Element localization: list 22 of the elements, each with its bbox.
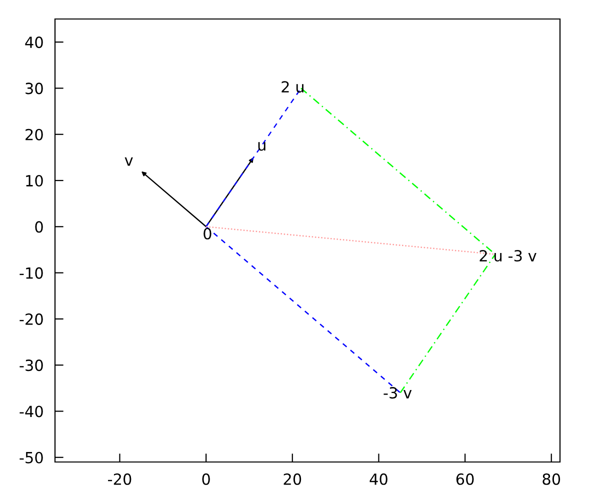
annotation: u (258, 142, 266, 151)
x-tick-label: 80 (542, 473, 560, 485)
annotation: 0 (204, 228, 212, 240)
y-tick-label: -20 (20, 313, 43, 325)
y-tick-label: 0 (35, 221, 43, 233)
annotation: v (124, 157, 133, 166)
y-tick-label: 30 (26, 82, 43, 94)
x-tick-label: 20 (284, 473, 302, 485)
annotation: 2 u (282, 81, 304, 93)
x-tick-label: 0 (202, 473, 210, 485)
y-tick-label: -10 (20, 267, 43, 279)
annotation: 2 u -3 v (480, 250, 536, 262)
y-tick-label: -30 (20, 360, 43, 372)
y-tick-label: 10 (26, 174, 43, 187)
x-tick-label: -20 (108, 473, 132, 485)
annotation: -3 v (384, 387, 412, 399)
y-tick-label: -40 (20, 406, 43, 418)
x-tick-label: 60 (456, 473, 474, 485)
x-tick-label: 40 (370, 473, 388, 485)
y-tick-label: 40 (25, 36, 43, 48)
y-tick-label: -50 (20, 452, 43, 464)
y-tick-label: 20 (26, 128, 43, 140)
